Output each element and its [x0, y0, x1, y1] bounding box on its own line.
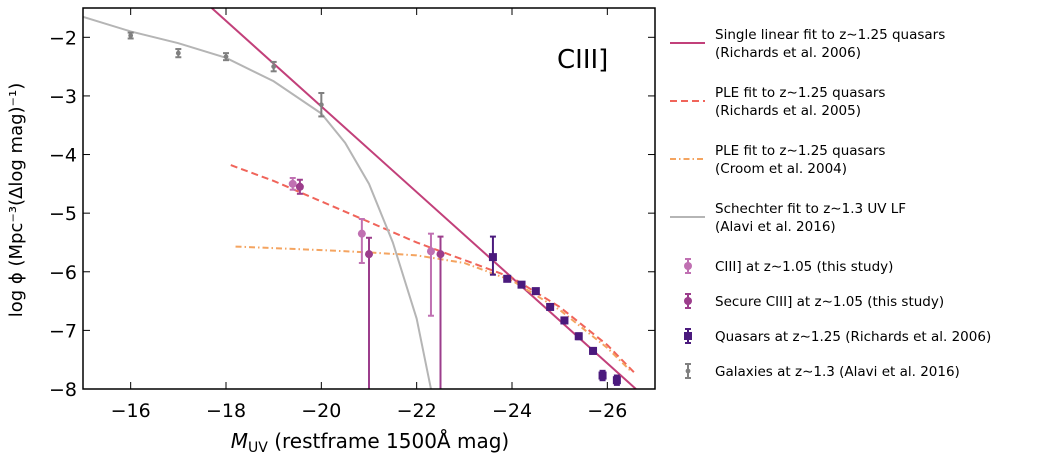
fit-line [83, 15, 432, 389]
marker [223, 54, 229, 60]
legend-line: PLE fit to z∼1.25 quasars [715, 143, 885, 159]
legend-line: Galaxies at z∼1.3 (Alavi et al. 2016) [715, 364, 960, 380]
x-axis-rest: (restframe 1500Å mag) [268, 429, 509, 453]
legend-line: Secure CIII] at z∼1.05 (this study) [715, 294, 944, 310]
legend-line: Single linear fit to z∼1.25 quasars [715, 27, 945, 43]
marker [295, 182, 304, 191]
marker [436, 250, 445, 259]
y-tick-label: −3 [49, 86, 77, 108]
legend-line: (Croom et al. 2004) [715, 161, 847, 177]
marker [365, 250, 373, 259]
marker [546, 302, 555, 311]
marker [685, 368, 691, 374]
marker [684, 262, 692, 270]
legend-label: CIII] at z∼1.05 (this study) [715, 259, 893, 275]
marker [175, 50, 181, 56]
error-bar [437, 235, 444, 389]
marker [612, 376, 621, 385]
marker [531, 287, 540, 296]
x-tick-label: −22 [397, 400, 437, 422]
marker [684, 297, 692, 305]
legend-label: Galaxies at z∼1.3 (Alavi et al. 2016) [715, 364, 960, 380]
marker [288, 179, 297, 188]
marker [684, 332, 692, 340]
y-axis-label: log ϕ (Mpc⁻³(Δlog mag)⁻¹) [6, 83, 27, 318]
legend-line: CIII] at z∼1.05 (this study) [715, 259, 893, 275]
fit-line [235, 245, 632, 373]
marker [488, 253, 497, 262]
plot-frame [82, 7, 656, 390]
x-tick-label: −16 [111, 400, 151, 422]
legend-label: PLE fit to z∼1.25 quasars (Croom et al. 2… [715, 143, 885, 177]
y-tick-label: −6 [49, 262, 77, 284]
y-tick-label: −8 [49, 379, 77, 401]
legend-line: (Alavi et al. 2016) [715, 219, 836, 235]
marker [128, 33, 134, 38]
x-tick-label: −20 [301, 400, 341, 422]
y-tick-label: −2 [49, 27, 77, 49]
error-bar [358, 218, 365, 264]
marker [503, 274, 512, 283]
marker [426, 247, 435, 256]
x-axis-label: MUV (restframe 1500Å mag) [231, 429, 509, 456]
marker [517, 280, 526, 289]
fit-line [211, 8, 637, 389]
x-tick-label: −26 [587, 400, 627, 422]
y-tick-label: −7 [49, 320, 77, 342]
marker [271, 64, 277, 70]
legend-line: Schechter fit to z∼1.3 UV LF [715, 201, 906, 217]
marker [357, 229, 366, 238]
error-bar [366, 236, 372, 389]
x-axis-symbol: M [231, 429, 248, 453]
y-tick-label: −5 [49, 203, 77, 225]
marker [574, 332, 583, 341]
x-tick-label: −18 [206, 400, 246, 422]
legend-label: PLE fit to z∼1.25 quasars (Richards et al… [715, 85, 885, 119]
marker [560, 316, 569, 325]
x-axis-sub: UV [248, 440, 268, 456]
plot-area [83, 8, 637, 389]
y-tick-label: −4 [49, 145, 77, 167]
x-tick-label: −24 [492, 400, 532, 422]
legend-label: Single linear fit to z∼1.25 quasars (Rich… [715, 27, 945, 61]
legend-label: Schechter fit to z∼1.3 UV LF (Alavi et al… [715, 201, 906, 235]
marker [589, 346, 598, 355]
legend-label: Secure CIII] at z∼1.05 (this study) [715, 294, 944, 310]
legend-label: Quasars at z∼1.25 (Richards et al. 2006) [715, 329, 991, 345]
legend-line: (Richards et al. 2006) [715, 45, 861, 61]
legend-line: Quasars at z∼1.25 (Richards et al. 2006) [715, 329, 991, 345]
annotation: CIII] [557, 45, 608, 75]
legend-line: (Richards et al. 2005) [715, 103, 861, 119]
fit-line [230, 164, 637, 376]
marker [598, 371, 607, 380]
marker [318, 102, 324, 108]
legend-line: PLE fit to z∼1.25 quasars [715, 85, 885, 101]
